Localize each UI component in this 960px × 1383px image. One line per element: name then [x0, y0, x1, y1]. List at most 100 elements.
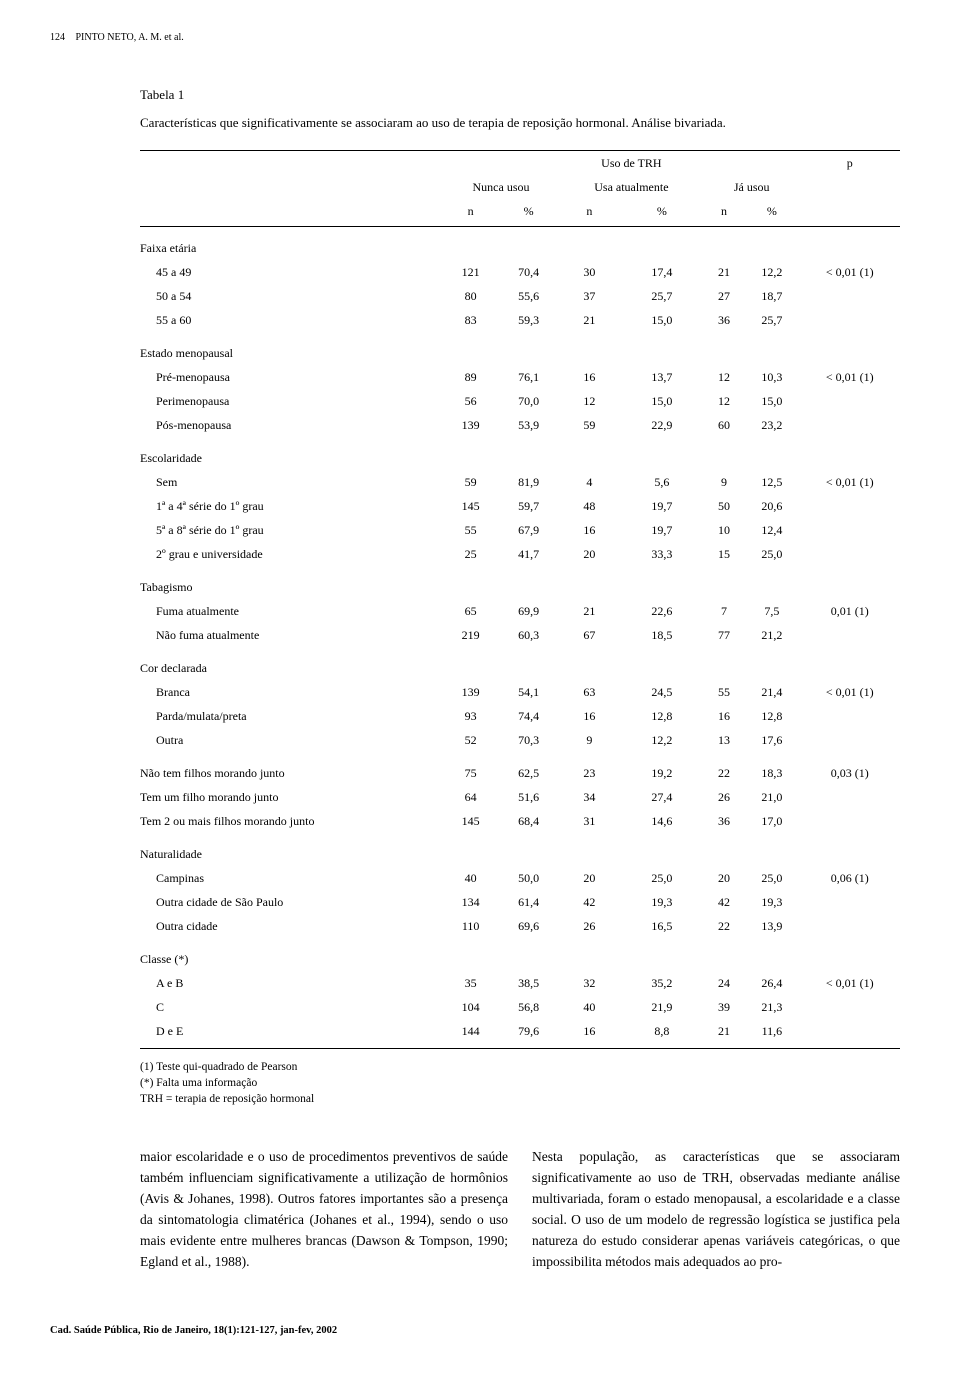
table-cell [800, 542, 900, 566]
section-title: Tabagismo [140, 566, 900, 599]
table-cell: 7 [704, 599, 744, 623]
section-title: Escolaridade [140, 437, 900, 470]
table-cell: 21,2 [744, 623, 799, 647]
footnote: (1) Teste qui-quadrado de Pearson [140, 1059, 900, 1075]
footnotes: (1) Teste qui-quadrado de Pearson (*) Fa… [140, 1059, 900, 1107]
table-cell: 134 [443, 890, 498, 914]
table-cell: 33,3 [620, 542, 704, 566]
table-cell: 50 [704, 494, 744, 518]
table-cell: 40 [559, 995, 620, 1019]
table-cell: 26,4 [744, 971, 799, 995]
table-cell: 25,0 [620, 866, 704, 890]
table-cell: 23 [559, 752, 620, 785]
table-cell: 65 [443, 599, 498, 623]
table-cell: 10 [704, 518, 744, 542]
table-cell: 48 [559, 494, 620, 518]
page-number: 124 [50, 30, 65, 45]
table-cell: 12 [704, 365, 744, 389]
table-cell: 83 [443, 308, 498, 332]
table-cell: 13 [704, 728, 744, 752]
sub-n: n [559, 199, 620, 227]
section-title: Naturalidade [140, 833, 900, 866]
table-cell: 20,6 [744, 494, 799, 518]
table-cell: 22 [704, 914, 744, 938]
table-cell: 16 [559, 1019, 620, 1049]
table-cell [800, 623, 900, 647]
table-cell [800, 914, 900, 938]
table-cell: 21 [559, 599, 620, 623]
footnote: (*) Falta uma informação [140, 1075, 900, 1091]
table-cell: 42 [704, 890, 744, 914]
footnote: TRH = terapia de reposição hormonal [140, 1091, 900, 1107]
table-cell: 56 [443, 389, 498, 413]
sub-pct: % [498, 199, 559, 227]
table-cell: 27 [704, 284, 744, 308]
section-title: Faixa etária [140, 227, 900, 261]
table-cell [800, 518, 900, 542]
table-cell: 16 [704, 704, 744, 728]
table-cell: 25,7 [744, 308, 799, 332]
table-cell: 23,2 [744, 413, 799, 437]
table-cell: 14,6 [620, 809, 704, 833]
table-cell: 26 [704, 785, 744, 809]
table-cell [800, 809, 900, 833]
table-cell: 34 [559, 785, 620, 809]
table-cell: 0,03 (1) [800, 752, 900, 785]
table-cell: 20 [559, 866, 620, 890]
table-cell: 21,0 [744, 785, 799, 809]
table-cell: Tem 2 ou mais filhos morando junto [140, 809, 443, 833]
table-cell: 8,8 [620, 1019, 704, 1049]
col-nunca: Nunca usou [443, 175, 559, 199]
table-cell: 13,7 [620, 365, 704, 389]
table-cell: 22,6 [620, 599, 704, 623]
table-cell: Não tem filhos morando junto [140, 752, 443, 785]
table-cell: 16 [559, 704, 620, 728]
table-cell: 15,0 [620, 308, 704, 332]
table-cell: 59,7 [498, 494, 559, 518]
table-cell: 55 [704, 680, 744, 704]
table-cell: Pós-menopausa [140, 413, 443, 437]
table-cell: 25,7 [620, 284, 704, 308]
body-text: maior escolaridade e o uso de procedimen… [140, 1147, 900, 1273]
table-cell: 22,9 [620, 413, 704, 437]
table-cell: 30 [559, 260, 620, 284]
table-cell: 54,1 [498, 680, 559, 704]
table-cell: 12,8 [620, 704, 704, 728]
authors: PINTO NETO, A. M. et al. [76, 30, 184, 45]
table-cell: 53,9 [498, 413, 559, 437]
table-cell: 37 [559, 284, 620, 308]
table-cell: 19,2 [620, 752, 704, 785]
table-cell: C [140, 995, 443, 1019]
table-cell: 50 a 54 [140, 284, 443, 308]
table-cell: 36 [704, 308, 744, 332]
table-cell: 70,3 [498, 728, 559, 752]
table-cell: 19,7 [620, 494, 704, 518]
table-cell: 56,8 [498, 995, 559, 1019]
table-cell [800, 728, 900, 752]
table-cell: Não fuma atualmente [140, 623, 443, 647]
table-cell: Outra cidade [140, 914, 443, 938]
table-cell: 20 [559, 542, 620, 566]
table-cell: 16 [559, 365, 620, 389]
table-cell: 55 a 60 [140, 308, 443, 332]
table-cell [800, 1019, 900, 1049]
table-cell: < 0,01 (1) [800, 470, 900, 494]
table-cell: 5,6 [620, 470, 704, 494]
table-cell: 41,7 [498, 542, 559, 566]
table-cell: 32 [559, 971, 620, 995]
section-title: Estado menopausal [140, 332, 900, 365]
table-cell: 12,2 [744, 260, 799, 284]
table-cell [800, 284, 900, 308]
table-cell: 24 [704, 971, 744, 995]
table-cell: 59 [559, 413, 620, 437]
table-cell: 67,9 [498, 518, 559, 542]
page-header: 124 PINTO NETO, A. M. et al. [50, 30, 900, 45]
table-cell: Campinas [140, 866, 443, 890]
table-cell [800, 785, 900, 809]
table-cell: 89 [443, 365, 498, 389]
table-cell: 0,01 (1) [800, 599, 900, 623]
table-cell: 25,0 [744, 866, 799, 890]
table-label: Tabela 1 [140, 85, 900, 105]
table-cell: 21,4 [744, 680, 799, 704]
table-cell: 70,0 [498, 389, 559, 413]
